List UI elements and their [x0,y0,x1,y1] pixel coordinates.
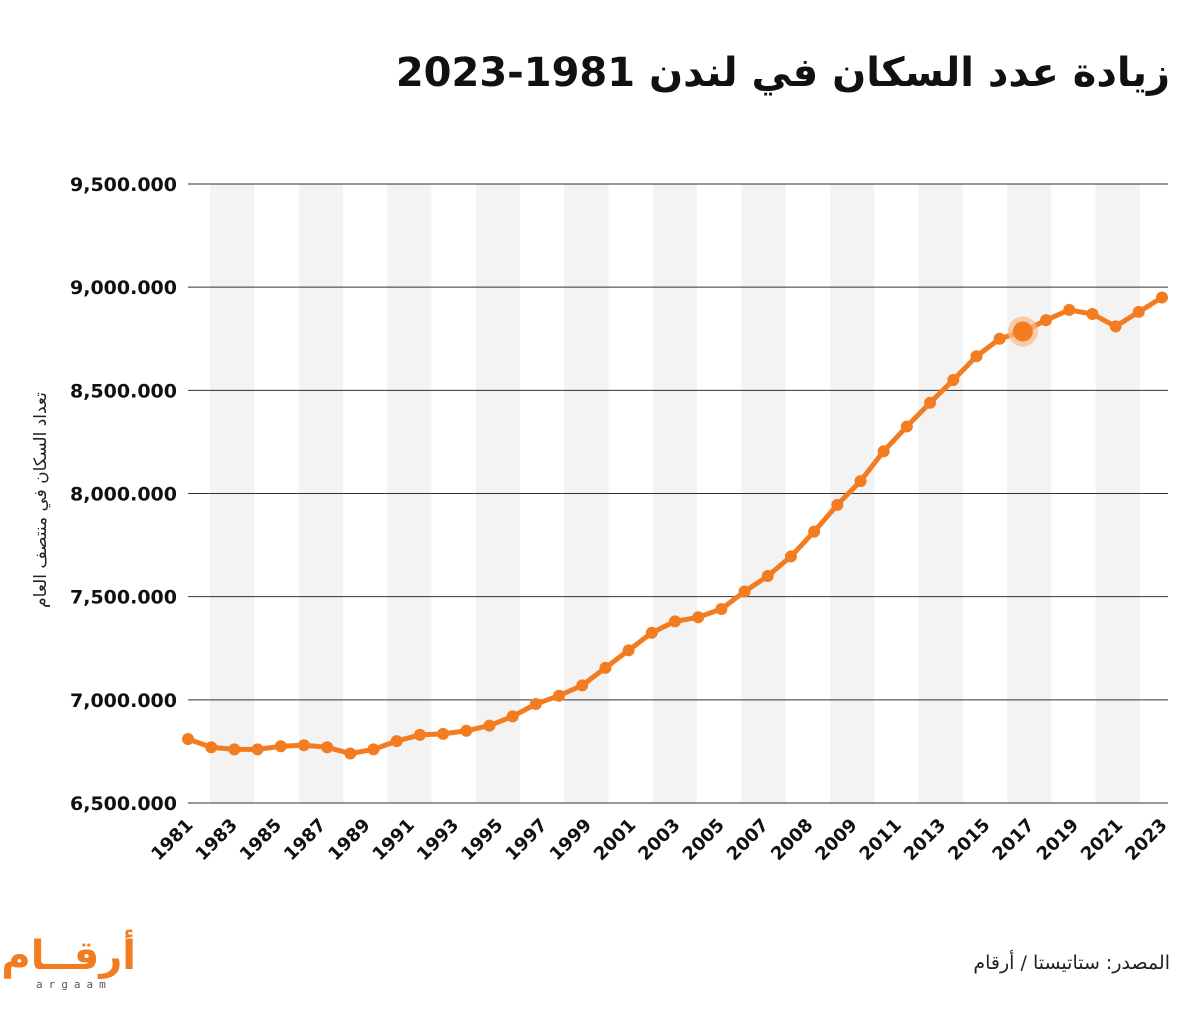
data-point [1063,303,1076,316]
y-tick-label: 7,000.000 [70,690,177,712]
x-tick-label: 1987 [280,815,330,865]
data-point [274,740,287,753]
x-tick-label: 1983 [192,815,242,865]
x-tick-label: 2015 [944,815,994,865]
data-point [645,626,658,639]
data-point [715,603,728,616]
gridlines [188,183,1168,804]
data-point [599,661,612,674]
data-point [529,697,542,710]
x-tick-label: 1997 [501,815,551,865]
x-tick-label: 2017 [988,815,1038,865]
data-point [367,743,380,756]
data-point [877,445,890,458]
data-point [1040,314,1053,327]
data-point [784,550,797,563]
data-point [228,743,241,756]
data-point [483,719,496,732]
data-point [761,570,774,583]
data-point [947,374,960,387]
data-point [344,747,357,760]
data-points [182,291,1168,760]
x-tick-label: 2021 [1077,815,1127,865]
data-point [460,724,473,737]
data-point [413,728,426,741]
y-axis-ticks: 6,500.000 7,000.000 7,500.000 8,000.000 8,50… [70,174,177,815]
logo-latin: argaam [36,978,112,991]
logo-arabic: أرقــام [1,933,136,979]
x-tick-label: 2008 [767,815,817,865]
data-point [553,689,566,702]
data-point [297,739,310,752]
y-tick-label: 9,000.000 [70,277,177,299]
x-tick-label: 2005 [679,815,729,865]
x-tick-label: 1991 [369,815,419,865]
x-tick-label: 1981 [147,815,197,865]
data-point [738,585,751,598]
data-point [808,525,821,538]
data-point [1156,291,1168,304]
data-point [182,733,194,746]
x-tick-label: 2003 [634,815,684,865]
x-tick-label: 2007 [723,815,773,865]
line-chart: 6,500.000 7,000.000 7,500.000 8,000.000 8,50… [31,174,1172,865]
data-point [321,741,334,754]
highlight-point [1012,321,1033,342]
data-point [993,332,1006,345]
data-point [437,727,450,740]
argaam-logo: أرقــام argaam [1,930,168,1000]
data-point [251,743,264,756]
data-point [692,611,705,624]
x-tick-label: 2019 [1033,815,1083,865]
y-tick-label: 6,500.000 [70,793,177,815]
y-tick-label: 8,000.000 [70,484,177,506]
x-axis-ticks: 1981198319851987198919911993199519971999… [147,815,1171,865]
data-point [854,475,867,488]
source-note: المصدر: ستاتيستا / أرقام [973,952,1170,974]
x-tick-label: 2011 [856,815,906,865]
data-point [390,735,403,748]
x-tick-label: 2023 [1121,815,1171,865]
chart-title: زيادة عدد السكان في لندن 1981-2023 [395,50,1170,96]
data-point [622,644,635,657]
data-point [1132,305,1145,318]
data-point [900,420,913,433]
data-point [831,498,844,511]
y-tick-label: 9,500.000 [70,174,177,196]
x-tick-label: 1985 [236,815,286,865]
data-point [669,615,681,628]
x-tick-label: 1995 [457,815,507,865]
data-point [924,396,937,409]
x-tick-label: 1989 [324,815,374,865]
x-tick-label: 1993 [413,815,463,865]
x-tick-label: 2001 [590,815,640,865]
data-point [1109,320,1122,333]
data-point [1086,307,1099,320]
x-tick-label: 2013 [900,815,950,865]
y-axis-label: تعداد السكان في منتصف العام [31,392,51,608]
y-tick-label: 7,500.000 [70,587,177,609]
x-tick-label: 2009 [811,815,861,865]
data-point [576,679,589,692]
x-tick-label: 1999 [546,815,596,865]
data-point [506,710,519,723]
data-point [205,741,218,754]
y-tick-label: 8,500.000 [70,380,177,402]
data-point [970,350,983,363]
